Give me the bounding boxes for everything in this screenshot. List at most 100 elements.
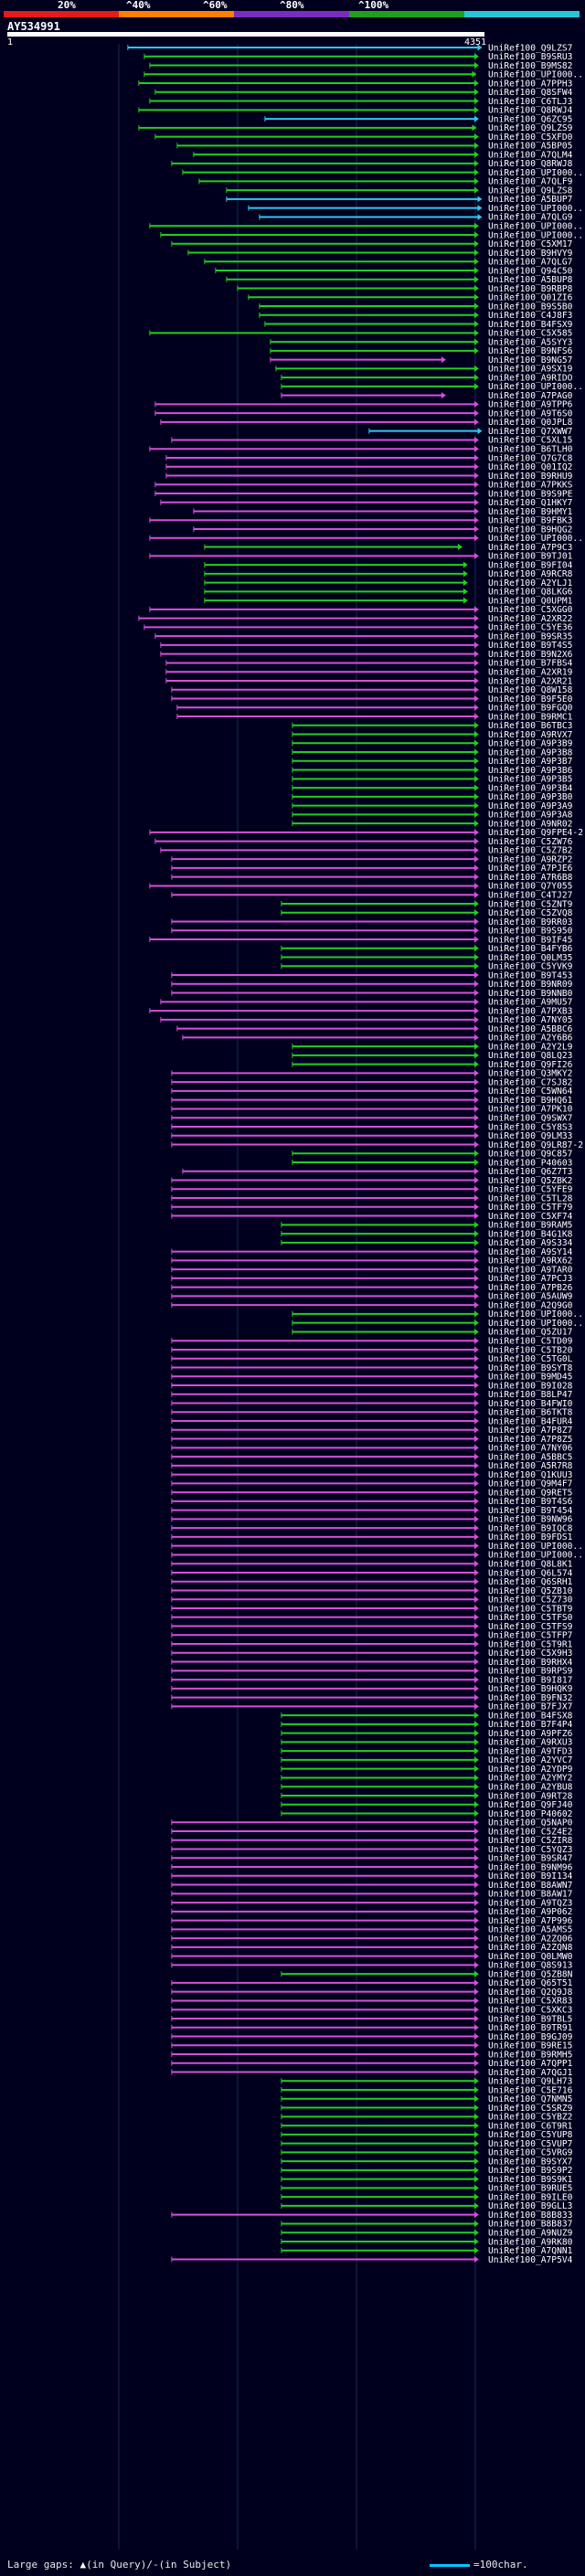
hit-label[interactable]: UniRef100_B7F4P4	[488, 1720, 573, 1730]
hit-label[interactable]: UniRef100_A2Y2L9	[488, 1042, 573, 1052]
hit-label[interactable]: UniRef100_C5TB20	[488, 1345, 573, 1355]
hit-label[interactable]: UniRef100_C5Y8S3	[488, 1122, 573, 1132]
hit-label[interactable]: UniRef100_B9TR91	[488, 2023, 573, 2033]
hit-label[interactable]: UniRef100_C5YUP8	[488, 2130, 573, 2140]
hit-label[interactable]: UniRef100_A5AMS5	[488, 1925, 572, 1935]
hit-label[interactable]: UniRef100_A9RIDO	[488, 373, 573, 383]
hit-label[interactable]: UniRef100_A9P3A9	[488, 801, 573, 811]
hit-label[interactable]: UniRef100_B6TBC3	[488, 721, 573, 731]
hit-label[interactable]: UniRef100_B4FWI0	[488, 1399, 573, 1409]
hit-label[interactable]: UniRef100_Q1HKY7	[488, 498, 573, 508]
hit-label[interactable]: UniRef100_B9RMH5	[488, 2050, 572, 2060]
hit-label[interactable]: UniRef100_Q5NAP0	[488, 1818, 573, 1829]
hit-label[interactable]: UniRef100_A5AUW9	[488, 1292, 573, 1302]
hit-label[interactable]: UniRef100_Q9LZS9	[488, 123, 573, 133]
hit-label[interactable]: UniRef100_B9FBK3	[488, 516, 573, 526]
hit-label[interactable]: UniRef100_A9NUZ9	[488, 2229, 573, 2239]
hit-label[interactable]: UniRef100_UPI000...	[488, 1319, 585, 1329]
hit-label[interactable]: UniRef100_Q8L8K1	[488, 1560, 573, 1570]
hit-label[interactable]: UniRef100_Q0JPL8	[488, 418, 573, 428]
hit-label[interactable]: UniRef100_C5XFD0	[488, 133, 573, 143]
hit-label[interactable]: UniRef100_A7QLG7	[488, 258, 573, 268]
hit-label[interactable]: UniRef100_Q9C857	[488, 1150, 573, 1160]
hit-label[interactable]: UniRef100_A7P8Z5	[488, 1435, 572, 1445]
hit-label[interactable]: UniRef100_C6TLJ3	[488, 97, 573, 107]
hit-label[interactable]: UniRef100_C5XKC3	[488, 2006, 573, 2016]
hit-label[interactable]: UniRef100_B8AWN7	[488, 1881, 573, 1891]
hit-label[interactable]: UniRef100_A7P5V4	[488, 2255, 573, 2265]
hit-label[interactable]: UniRef100_C5XGG0	[488, 605, 573, 615]
hit-label[interactable]: UniRef100_B8LP47	[488, 1390, 573, 1400]
hit-label[interactable]: UniRef100_A9TAR0	[488, 1265, 573, 1275]
hit-label[interactable]: UniRef100_A5BUP7	[488, 195, 573, 205]
hit-label[interactable]: UniRef100_Q7XWW7	[488, 427, 573, 437]
hit-label[interactable]: UniRef100_Q9SWX7	[488, 1114, 573, 1124]
hit-label[interactable]: UniRef100_Q9RET5	[488, 1488, 572, 1498]
hit-label[interactable]: UniRef100_C4J8F3	[488, 311, 573, 321]
hit-label[interactable]: UniRef100_C5YQZ3	[488, 1845, 573, 1855]
hit-label[interactable]: UniRef100_B4G1K8	[488, 1229, 573, 1239]
hit-label[interactable]: UniRef100_Q9LZS8	[488, 186, 573, 196]
hit-label[interactable]: UniRef100_B9GJ09	[488, 2032, 573, 2042]
hit-label[interactable]: UniRef100_C5TL28	[488, 1193, 573, 1203]
hit-label[interactable]: UniRef100_A7QLM4	[488, 150, 573, 160]
hit-label[interactable]: UniRef100_B9HQK9	[488, 1684, 573, 1694]
hit-label[interactable]: UniRef100_B9HQ61	[488, 1096, 573, 1106]
hit-label[interactable]: UniRef100_B9HVY9	[488, 249, 573, 259]
hit-label[interactable]: UniRef100_A7R6B8	[488, 873, 573, 883]
hit-label[interactable]: UniRef100_B9GLL3	[488, 2201, 573, 2211]
hit-label[interactable]: UniRef100_C5E716	[488, 2085, 573, 2095]
hit-label[interactable]: UniRef100_Q5ZB8N	[488, 1969, 573, 1979]
hit-label[interactable]: UniRef100_A2YVC7	[488, 1755, 573, 1765]
hit-label[interactable]: UniRef100_A9P062	[488, 1907, 572, 1917]
hit-label[interactable]: UniRef100_A5BUP8	[488, 275, 573, 285]
hit-label[interactable]: UniRef100_A9RCR8	[488, 569, 573, 579]
hit-label[interactable]: UniRef100_B9SR35	[488, 631, 572, 641]
hit-label[interactable]: UniRef100_A2YBU8	[488, 1783, 573, 1793]
hit-label[interactable]: UniRef100_B9SYT8	[488, 1363, 573, 1373]
hit-label[interactable]: UniRef100_B9FI04	[488, 560, 573, 570]
hit-label[interactable]: UniRef100_C5TF79	[488, 1203, 573, 1213]
hit-label[interactable]: UniRef100_A7NY06	[488, 1444, 573, 1454]
hit-label[interactable]: UniRef100_A7PXB3	[488, 1006, 573, 1016]
hit-label[interactable]: UniRef100_Q9FI26	[488, 1060, 573, 1070]
hit-label[interactable]: UniRef100_A7PCJ3	[488, 1274, 573, 1284]
hit-label[interactable]: UniRef100_Q0LM35	[488, 953, 572, 963]
hit-label[interactable]: UniRef100_C5ZW76	[488, 837, 573, 847]
hit-label[interactable]: UniRef100_A5BP05	[488, 142, 572, 152]
hit-label[interactable]: UniRef100_A2ZQN8	[488, 1943, 573, 1953]
hit-label[interactable]: UniRef100_Q5ZBK2	[488, 1176, 572, 1186]
hit-label[interactable]: UniRef100_B9SYX7	[488, 2157, 573, 2167]
hit-label[interactable]: UniRef100_UPI000...	[488, 1309, 585, 1320]
hit-label[interactable]: UniRef100_B4FUR4	[488, 1416, 573, 1426]
hit-label[interactable]: UniRef100_A2XR22	[488, 614, 572, 624]
hit-label[interactable]: UniRef100_A9T6S0	[488, 408, 573, 419]
hit-label[interactable]: UniRef100_A2Q9G0	[488, 1300, 573, 1310]
hit-label[interactable]: UniRef100_B9RAM5	[488, 1221, 572, 1231]
hit-label[interactable]: UniRef100_C5TFS9	[488, 1622, 573, 1632]
hit-label[interactable]: UniRef100_B9NR09	[488, 980, 573, 990]
hit-label[interactable]: UniRef100_B9T453	[488, 970, 573, 981]
hit-label[interactable]: UniRef100_A9P3B5	[488, 775, 572, 785]
hit-label[interactable]: UniRef100_B9T4S5	[488, 641, 572, 651]
hit-label[interactable]: UniRef100_B9FDS1	[488, 1532, 573, 1542]
hit-label[interactable]: UniRef100_A9P3A8	[488, 811, 573, 821]
hit-label[interactable]: UniRef100_A2ZQ06	[488, 1934, 573, 1944]
hit-label[interactable]: UniRef100_B9SRU3	[488, 52, 573, 62]
hit-label[interactable]: UniRef100_C5VUP7	[488, 2139, 573, 2149]
hit-label[interactable]: UniRef100_B6TKT8	[488, 1408, 573, 1418]
hit-label[interactable]: UniRef100_B9IQC8	[488, 1523, 573, 1533]
hit-label[interactable]: UniRef100_Q3MKY2	[488, 1069, 572, 1079]
hit-label[interactable]: UniRef100_C5ZIR8	[488, 1836, 573, 1846]
hit-label[interactable]: UniRef100_C5X9H3	[488, 1648, 573, 1659]
hit-label[interactable]: UniRef100_A9MU57	[488, 998, 573, 1008]
hit-label[interactable]: UniRef100_Q7Y055	[488, 882, 572, 892]
hit-label[interactable]: UniRef100_C5Z730	[488, 1595, 573, 1606]
hit-label[interactable]: UniRef100_B9RBP8	[488, 284, 573, 294]
hit-label[interactable]: UniRef100_C5YBZ2	[488, 2113, 572, 2123]
hit-label[interactable]: UniRef100_A9RZP2	[488, 854, 572, 864]
hit-label[interactable]: UniRef100_Q01IQ2	[488, 462, 572, 472]
hit-label[interactable]: UniRef100_A7QLG9	[488, 213, 573, 223]
hit-label[interactable]: UniRef100_C5TBT9	[488, 1604, 573, 1614]
hit-label[interactable]: UniRef100_B7FBS4	[488, 659, 573, 669]
